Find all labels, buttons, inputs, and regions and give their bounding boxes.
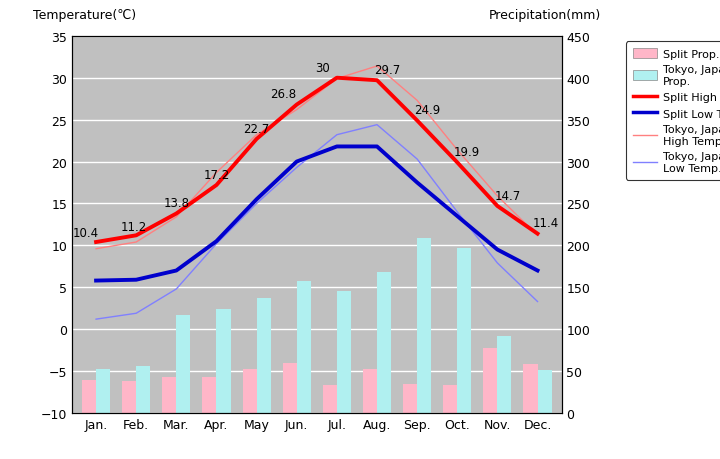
Bar [377, 273, 391, 413]
Bar [538, 370, 552, 413]
Bar [444, 385, 457, 413]
Bar [483, 348, 498, 413]
Legend: Split Prop., Tokyo, Japan
Prop., Split High Temp., Split Low Temp., Tokyo, Japan: Split Prop., Tokyo, Japan Prop., Split H… [626, 42, 720, 180]
Bar [202, 377, 217, 413]
Bar [122, 381, 136, 413]
Bar [217, 309, 230, 413]
Bar [498, 336, 511, 413]
Bar [323, 385, 337, 413]
Bar [243, 369, 256, 413]
Bar [297, 282, 311, 413]
Bar [256, 298, 271, 413]
Bar [337, 292, 351, 413]
Text: 24.9: 24.9 [414, 104, 441, 117]
Bar [176, 315, 190, 413]
Text: 19.9: 19.9 [454, 146, 480, 159]
Text: 22.7: 22.7 [243, 123, 270, 135]
Bar [403, 384, 417, 413]
Text: 30: 30 [315, 62, 330, 74]
Text: 17.2: 17.2 [203, 168, 230, 181]
Text: Precipitation(mm): Precipitation(mm) [488, 9, 600, 22]
Bar [136, 366, 150, 413]
Bar [283, 363, 297, 413]
Bar [457, 248, 472, 413]
Text: 29.7: 29.7 [374, 64, 400, 77]
Text: 11.2: 11.2 [121, 220, 148, 233]
Text: 26.8: 26.8 [269, 88, 296, 101]
Text: 10.4: 10.4 [73, 227, 99, 240]
Text: Temperature(℃): Temperature(℃) [33, 9, 136, 22]
Bar [82, 381, 96, 413]
Text: 11.4: 11.4 [532, 217, 559, 230]
Text: 14.7: 14.7 [495, 190, 521, 202]
Bar [363, 369, 377, 413]
Text: 13.8: 13.8 [163, 197, 189, 210]
Bar [417, 238, 431, 413]
Bar [162, 377, 176, 413]
Bar [96, 369, 110, 413]
Bar [523, 364, 538, 413]
